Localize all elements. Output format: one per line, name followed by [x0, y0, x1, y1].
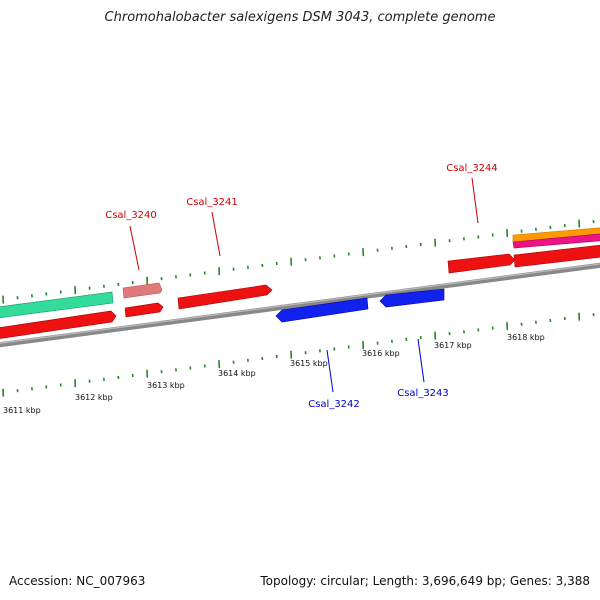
- scale-label: 3617 kbp: [434, 341, 472, 350]
- scale-label: 3615 kbp: [290, 359, 328, 368]
- gene-label-csal-3244[interactable]: Csal_3244: [446, 163, 498, 174]
- gene-arrow-left-cds[interactable]: [0, 310, 117, 340]
- map-title: Chromohalobacter salexigens DSM 3043, co…: [104, 10, 496, 25]
- leader-lines: [129, 177, 479, 393]
- gene-labels: Csal_3240 Csal_3241 Csal_3244 Csal_3242 …: [105, 163, 498, 410]
- leader-csal-3242: [326, 349, 334, 393]
- gene-label-csal-3240[interactable]: Csal_3240: [105, 210, 157, 221]
- leader-csal-3240: [129, 225, 140, 271]
- gene-arrow-csal-3244[interactable]: [447, 253, 516, 274]
- genome-summary: Topology: circular; Length: 3,696,649 bp…: [260, 574, 590, 588]
- genome-backbone: [0, 262, 600, 348]
- leader-csal-3241: [211, 211, 221, 257]
- gene-label-csal-3243[interactable]: Csal_3243: [397, 388, 449, 399]
- gene-arrow-csal-3243[interactable]: [379, 288, 445, 308]
- leader-csal-3243: [417, 338, 425, 383]
- accession-label: Accession: NC_007963: [9, 574, 146, 588]
- gene-label-csal-3242[interactable]: Csal_3242: [308, 399, 360, 410]
- gene-label-csal-3241[interactable]: Csal_3241: [186, 197, 238, 208]
- gene-arrow-right-cds[interactable]: [513, 244, 600, 268]
- feature-orange[interactable]: [512, 227, 600, 243]
- rna-feature-green[interactable]: [0, 291, 114, 319]
- gene-arrow-csal-3242[interactable]: [275, 297, 369, 323]
- scale-label: 3614 kbp: [218, 369, 256, 378]
- scale-label: 3618 kbp: [507, 333, 545, 342]
- gene-arrow-csal-3241[interactable]: [177, 284, 273, 310]
- forward-features: [0, 227, 600, 340]
- tick-marks: [2, 219, 595, 397]
- scale-label: 3613 kbp: [147, 381, 185, 390]
- reverse-features: [275, 288, 445, 323]
- genome-backbone-highlight: [0, 263, 600, 344]
- gene-arrow-csal-3240[interactable]: [124, 302, 164, 318]
- scale-label: 3612 kbp: [75, 393, 113, 402]
- scale-label: 3616 kbp: [362, 349, 400, 358]
- scale-labels: 3611 kbp 3612 kbp 3613 kbp 3614 kbp 3615…: [3, 333, 545, 415]
- scale-label: 3611 kbp: [3, 406, 41, 415]
- pseudo-feature-csal-3240[interactable]: [122, 282, 163, 299]
- leader-csal-3244: [471, 177, 479, 224]
- feature-magenta[interactable]: [512, 233, 600, 249]
